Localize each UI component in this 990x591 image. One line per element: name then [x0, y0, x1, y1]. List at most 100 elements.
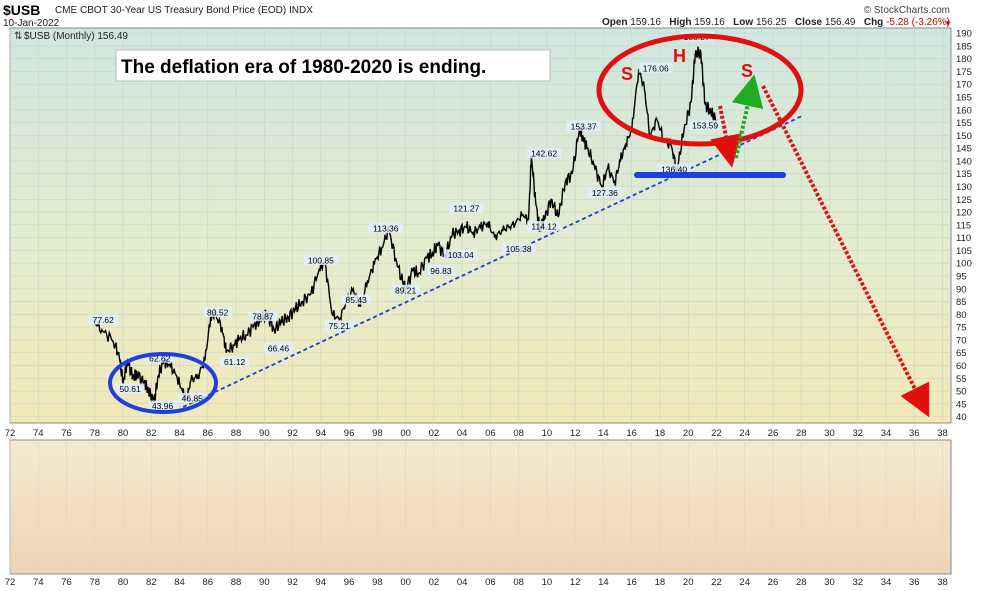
price-label-bg: [391, 284, 421, 295]
x-tick-label-bottom: 38: [937, 577, 948, 588]
y-tick-label: 125: [956, 195, 972, 206]
price-label: 121.27: [449, 202, 484, 213]
price-label: 66.46: [263, 342, 293, 353]
chg-value: -5.28 (-3.26%): [886, 17, 950, 28]
y-tick-label: 40: [956, 412, 967, 423]
price-label-bg: [324, 320, 354, 331]
lower-panel: [9, 439, 952, 575]
y-tick-label: 105: [956, 246, 972, 257]
x-tick-label: 06: [485, 428, 496, 439]
price-label-bg: [501, 243, 536, 254]
price-label-bg: [341, 294, 371, 305]
price-label: 78.87: [248, 311, 278, 322]
price-label: 80.52: [203, 307, 233, 318]
x-tick-label-bottom: 00: [400, 577, 411, 588]
close-label: Close: [794, 17, 823, 28]
x-tick-label: 00: [400, 428, 411, 439]
price-label: 100.85: [303, 255, 338, 266]
x-tick-label: 34: [881, 428, 892, 439]
price-label-bg: [426, 265, 456, 276]
price-label: 153.37: [566, 120, 601, 131]
x-tick-label: 02: [429, 428, 440, 439]
x-tick-label: 20: [683, 428, 694, 439]
price-label: 114.12: [527, 221, 562, 232]
x-tick-label-bottom: 36: [909, 577, 920, 588]
x-tick-label: 72: [5, 428, 16, 439]
x-tick-label-bottom: 98: [372, 577, 383, 588]
price-label-text: 66.46: [268, 343, 290, 353]
open-value: 159.16: [630, 17, 661, 28]
x-tick-label: 28: [796, 428, 807, 439]
x-axis-bottom: 72 74 76 78 80 82 84 86 88 90 92 94 96 98 00 02 04 06 08 10…: [5, 577, 948, 588]
y-tick-label: 180: [956, 54, 972, 65]
y-tick-label: 70: [956, 335, 967, 346]
x-tick-label: 94: [316, 428, 327, 439]
price-label-text: 136.40: [661, 165, 687, 175]
x-tick-label-bottom: 72: [5, 577, 16, 588]
x-tick-label-bottom: 82: [146, 577, 157, 588]
y-tick-label: 55: [956, 374, 967, 385]
high-label: High: [669, 17, 692, 28]
price-label-text: 43.96: [152, 401, 174, 411]
price-label-text: 77.62: [93, 315, 115, 325]
y-tick-label: 135: [956, 169, 972, 180]
y-tick-label: 80: [956, 310, 967, 321]
ohlc-readout: Open 159.16 High 159.16 Low 156.25 Close…: [602, 17, 950, 28]
y-tick-label: 75: [956, 323, 967, 334]
y-tick-label: 50: [956, 387, 967, 398]
y-tick-label: 130: [956, 182, 972, 193]
pattern-label-left-shoulder: S: [621, 64, 633, 84]
x-tick-label: 26: [768, 428, 779, 439]
price-label: 85.43: [341, 294, 371, 305]
price-label: 103.04: [443, 249, 478, 260]
x-tick-label: 86: [203, 428, 214, 439]
y-tick-label: 170: [956, 80, 972, 91]
x-tick-label: 36: [909, 428, 920, 439]
price-label: 105.38: [501, 243, 536, 254]
x-tick-label: 82: [146, 428, 157, 439]
pattern-label-right-shoulder: S: [741, 61, 753, 81]
price-label-bg: [148, 400, 178, 411]
chg-label: Chg: [863, 17, 884, 28]
bottom-circle: [108, 352, 218, 414]
chart-description: CME CBOT 30-Year US Treasury Bond Price …: [55, 5, 313, 16]
low-value: 156.25: [755, 17, 787, 28]
chart-date: 10-Jan-2022: [3, 18, 60, 29]
y-tick-label: 45: [956, 399, 967, 410]
price-label-bg: [177, 393, 207, 404]
price-label-text: 89.21: [395, 285, 417, 295]
price-label-text: 46.85: [182, 394, 204, 404]
x-tick-label-bottom: 34: [881, 577, 892, 588]
x-tick-label-bottom: 06: [485, 577, 496, 588]
x-tick-label: 92: [287, 428, 298, 439]
price-label-text: 153.59: [692, 121, 718, 131]
x-tick-label-bottom: 12: [570, 577, 581, 588]
y-tick-label: 165: [956, 93, 972, 104]
open-label: Open: [601, 17, 628, 28]
red-down-arrow-small: [710, 105, 742, 168]
price-label-bg: [303, 255, 338, 266]
legend-text: $USB (Monthly) 156.49: [24, 31, 128, 42]
price-label-text: 80.52: [207, 308, 229, 318]
price-label-bg: [443, 249, 478, 260]
price-labels: 77.62 62.62 50.61 43.96 46.85 80.52 78.87 61.12…: [88, 31, 723, 411]
y-tick-label: 60: [956, 361, 967, 372]
y-tick-label: 150: [956, 131, 972, 142]
price-label-text: 62.62: [149, 353, 171, 363]
x-tick-label: 18: [655, 428, 666, 439]
price-label-text: 176.06: [643, 63, 669, 73]
price-label-bg: [115, 383, 145, 394]
y-tick-label: 65: [956, 348, 967, 359]
x-tick-label: 08: [513, 428, 524, 439]
price-label: 127.36: [587, 187, 622, 198]
price-label-text: 100.85: [308, 256, 334, 266]
y-tick-label: 190: [956, 29, 972, 40]
x-tick-label: 14: [598, 428, 609, 439]
price-label: 77.62: [88, 314, 118, 325]
price-label-bg: [638, 62, 673, 73]
x-tick-label-bottom: 22: [711, 577, 722, 588]
close-value: 156.49: [824, 17, 856, 28]
x-tick-label-bottom: 24: [739, 577, 750, 588]
price-label: 89.21: [391, 284, 421, 295]
